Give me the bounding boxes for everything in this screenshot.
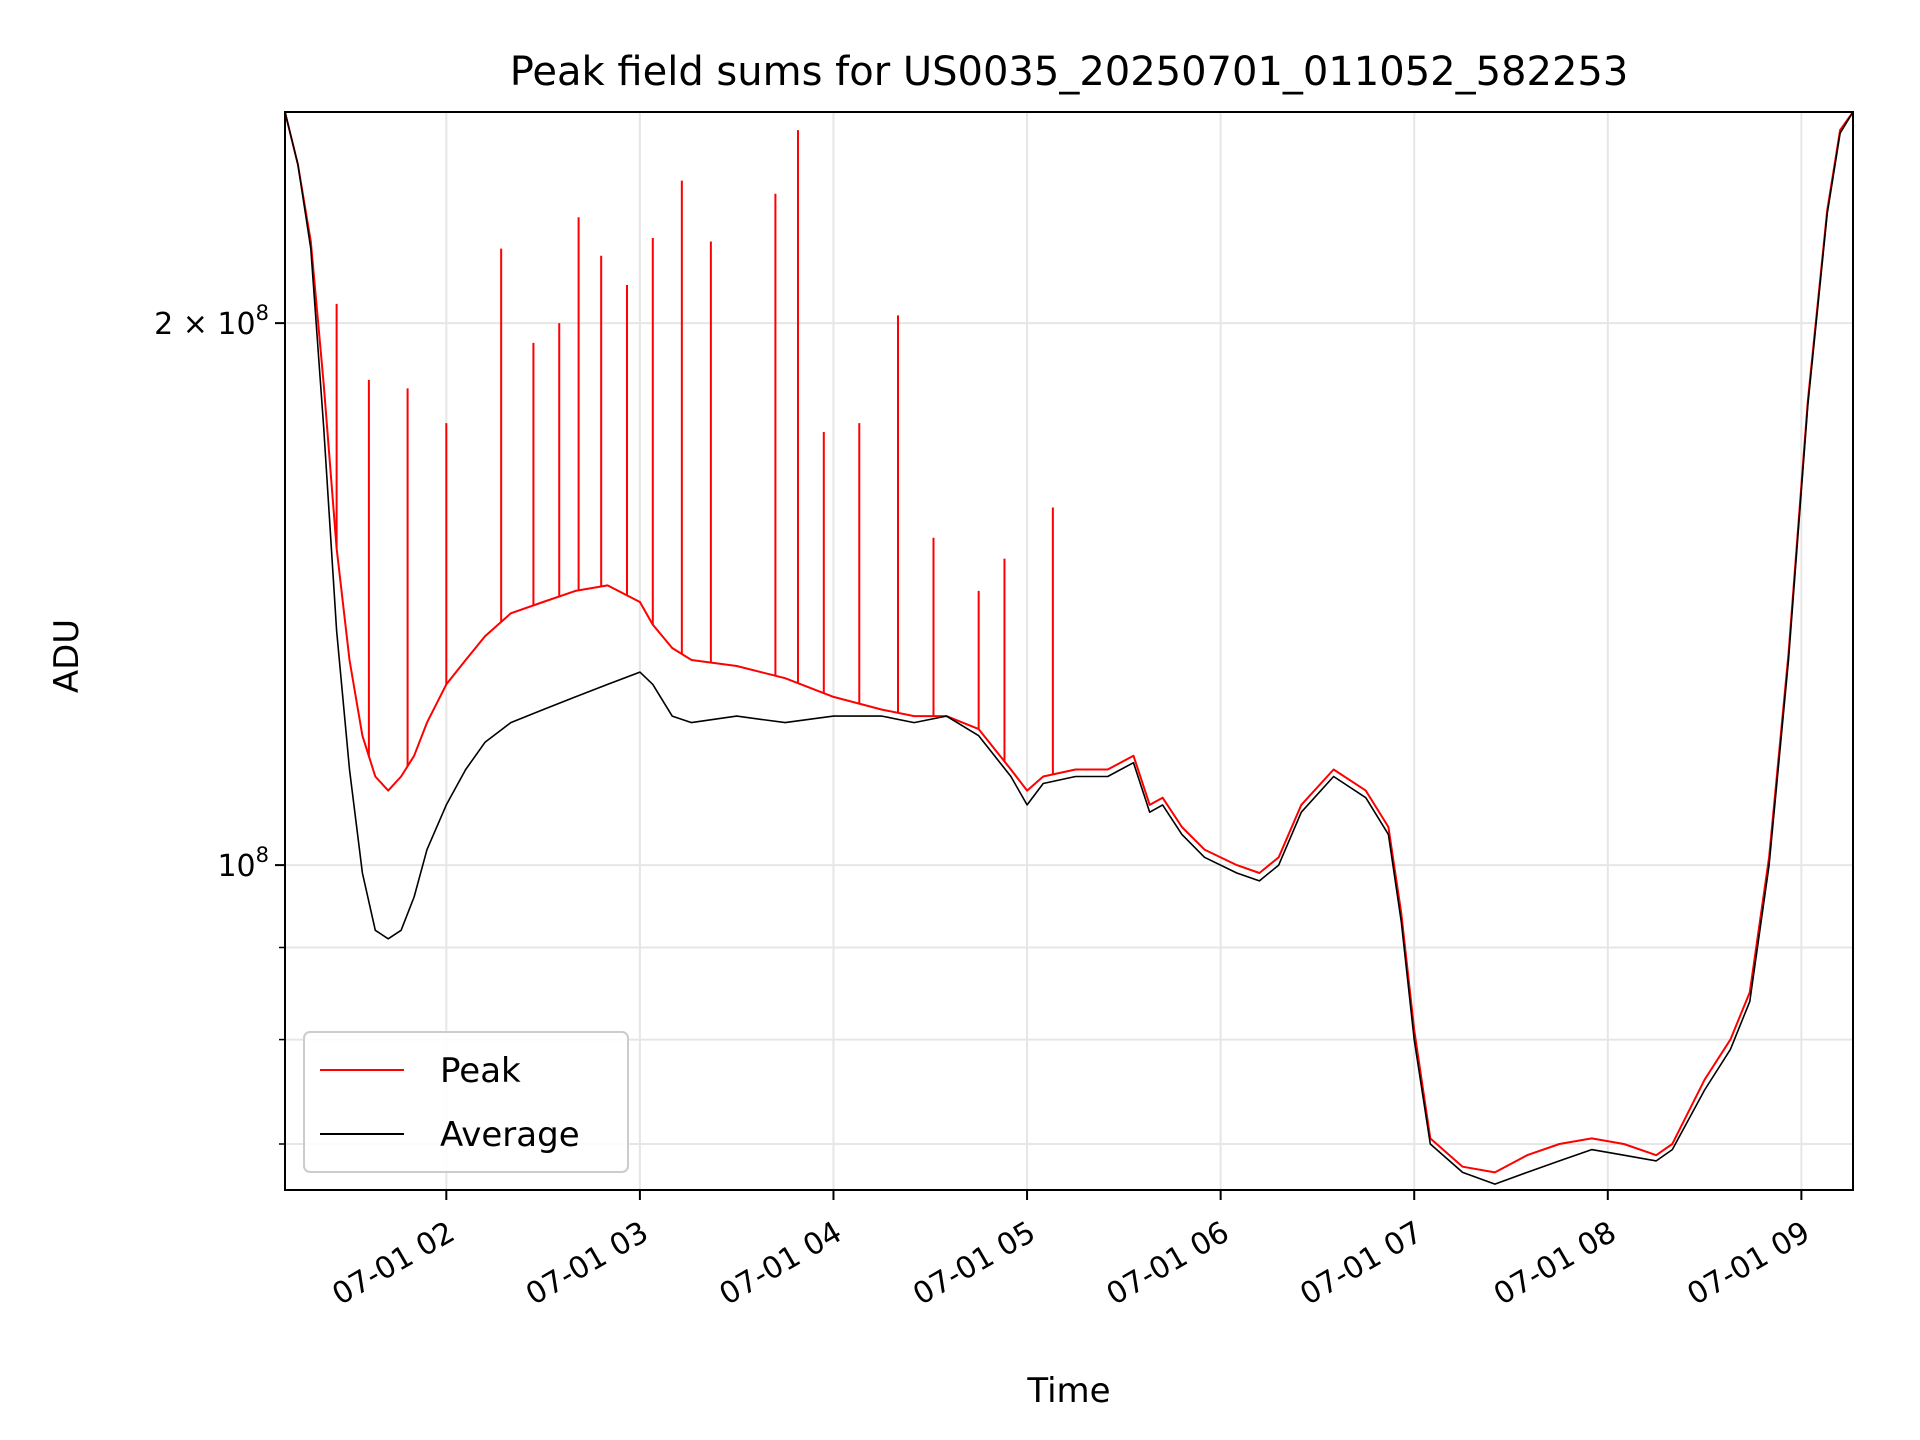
x-axis: 07-01 02 07-01 03 07-01 04 07-01 05 07-01 06… [326,1190,1816,1313]
legend: Peak Average [303,1031,629,1173]
y-tick-label: 2 × 108 [154,301,269,342]
plot-frame [284,111,1854,1191]
legend-label-average: Average [440,1115,580,1155]
y-tick-label: 108 [217,843,269,884]
x-tick-label: 07-01 07 [1294,1215,1428,1313]
x-tick-label: 07-01 02 [326,1215,460,1313]
y-axis: 2 × 108 108 [154,301,285,1145]
x-tick-label: 07-01 09 [1682,1215,1816,1313]
grid [285,112,1853,1190]
average-series-line [284,111,1854,1185]
y-axis-label: ADU [47,619,87,693]
x-tick-label: 07-01 06 [1101,1215,1235,1313]
peak-series-line [284,111,1854,1174]
legend-label-peak: Peak [440,1051,521,1091]
x-tick-label: 07-01 03 [520,1215,654,1313]
x-tick-label: 07-01 04 [714,1215,848,1313]
legend-box [303,1031,629,1173]
x-axis-label: Time [1026,1371,1110,1411]
plot-lines [284,111,1854,1185]
x-tick-label: 07-01 05 [907,1215,1041,1313]
x-tick-label: 07-01 08 [1488,1215,1622,1313]
chart-title: Peak field sums for US0035_20250701_0110… [510,49,1629,95]
